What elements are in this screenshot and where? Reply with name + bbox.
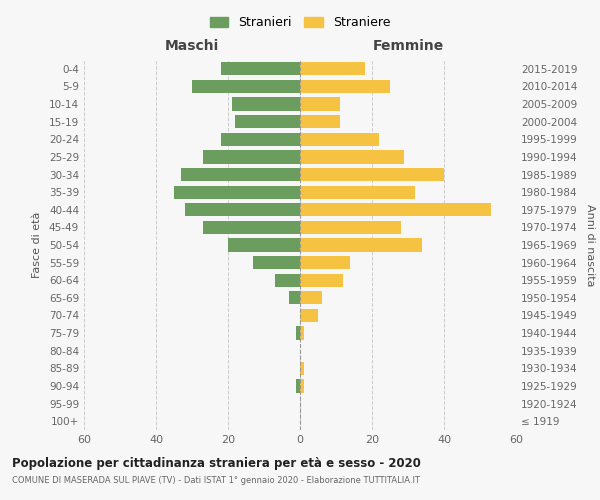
Bar bbox=[275, 274, 300, 287]
Bar bbox=[253, 256, 300, 269]
Bar bbox=[300, 256, 350, 269]
Bar bbox=[300, 221, 401, 234]
Bar bbox=[300, 326, 304, 340]
Text: Maschi: Maschi bbox=[165, 38, 219, 52]
Bar bbox=[181, 168, 300, 181]
Bar bbox=[300, 115, 340, 128]
Y-axis label: Fasce di età: Fasce di età bbox=[32, 212, 42, 278]
Bar bbox=[300, 80, 390, 93]
Text: Popolazione per cittadinanza straniera per età e sesso - 2020: Popolazione per cittadinanza straniera p… bbox=[12, 458, 421, 470]
Bar bbox=[300, 132, 379, 146]
Bar bbox=[296, 326, 300, 340]
Bar bbox=[300, 98, 340, 110]
Bar bbox=[174, 186, 300, 198]
Bar bbox=[185, 203, 300, 216]
Bar bbox=[300, 380, 304, 392]
Bar bbox=[300, 150, 404, 164]
Bar bbox=[300, 203, 491, 216]
Bar bbox=[235, 115, 300, 128]
Text: Femmine: Femmine bbox=[373, 38, 443, 52]
Bar bbox=[221, 62, 300, 76]
Legend: Stranieri, Straniere: Stranieri, Straniere bbox=[205, 11, 395, 34]
Bar bbox=[300, 291, 322, 304]
Bar bbox=[300, 62, 365, 76]
Bar bbox=[300, 238, 422, 252]
Bar bbox=[300, 186, 415, 198]
Bar bbox=[228, 238, 300, 252]
Bar bbox=[300, 362, 304, 375]
Bar bbox=[300, 309, 318, 322]
Bar bbox=[232, 98, 300, 110]
Bar bbox=[203, 150, 300, 164]
Text: COMUNE DI MASERADA SUL PIAVE (TV) - Dati ISTAT 1° gennaio 2020 - Elaborazione TU: COMUNE DI MASERADA SUL PIAVE (TV) - Dati… bbox=[12, 476, 420, 485]
Bar bbox=[203, 221, 300, 234]
Bar bbox=[296, 380, 300, 392]
Bar bbox=[192, 80, 300, 93]
Y-axis label: Anni di nascita: Anni di nascita bbox=[584, 204, 595, 286]
Bar bbox=[300, 274, 343, 287]
Bar bbox=[289, 291, 300, 304]
Bar bbox=[300, 168, 444, 181]
Bar bbox=[221, 132, 300, 146]
